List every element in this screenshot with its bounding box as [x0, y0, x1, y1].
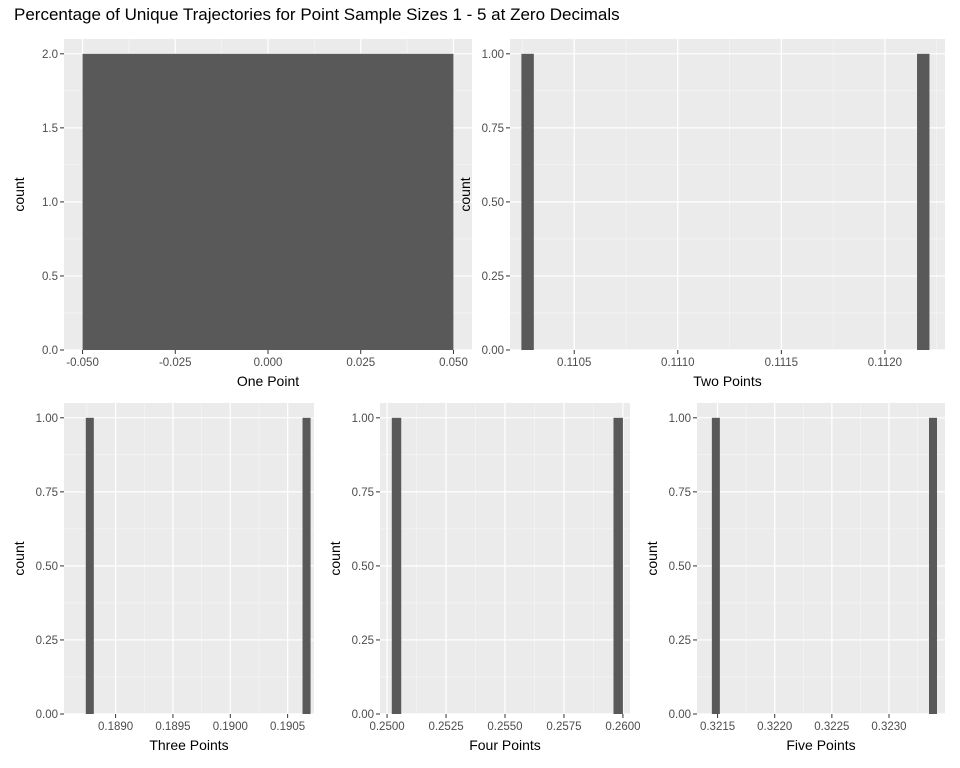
y-tick-label: 0.00: [482, 345, 504, 357]
y-tick-label: 0.50: [482, 197, 504, 209]
bar: [711, 417, 720, 714]
y-tick-label: 0.25: [482, 271, 504, 283]
x-tick-label: 0.1120: [868, 357, 902, 369]
y-tick-label: 0.50: [669, 561, 691, 573]
bar: [613, 417, 623, 714]
bar: [917, 53, 930, 351]
x-tick-label: 0.2500: [369, 721, 404, 733]
y-tick-label: 0.75: [352, 487, 374, 499]
y-tick-label: 1.00: [352, 413, 374, 425]
y-tick-label: 0.50: [36, 561, 58, 573]
x-tick-label: 0.2575: [546, 721, 581, 733]
y-tick-label: 0.75: [669, 487, 691, 499]
bar: [929, 417, 937, 714]
y-axis-title: count: [457, 177, 473, 211]
y-tick-label: 0.50: [352, 561, 374, 573]
y-axis-title: count: [11, 177, 27, 211]
chart-title: Percentage of Unique Trajectories for Po…: [14, 5, 620, 24]
x-tick-label: -0.050: [66, 357, 99, 369]
panel-2: 0.1105 0.1110 0.1115 0.1120 0.00 0.25 0.50 0.75…: [457, 39, 945, 389]
panel-background: [510, 39, 945, 350]
y-tick-label: 1.00: [669, 413, 691, 425]
x-axis-title: One Point: [237, 373, 299, 389]
y-axis-title: count: [11, 541, 27, 575]
x-tick-label: 0.000: [254, 357, 283, 369]
x-tick-label: 0.3215: [700, 721, 735, 733]
panel-1: -0.050 -0.025 0.000 0.025 0.050 0.0 0.5 1.0 1.5 2…: [11, 39, 472, 389]
panel-background: [697, 403, 945, 714]
y-tick-label: 1.0: [42, 197, 58, 209]
panel-4: 0.2500 0.2525 0.2550 0.2575 0.2600 0.00 0.25 0.…: [327, 403, 641, 753]
x-tick-label: 0.1900: [213, 721, 248, 733]
x-axis-title: Three Points: [149, 737, 228, 753]
y-tick-label: 0.25: [669, 635, 691, 647]
bar: [85, 417, 94, 714]
bar: [521, 53, 534, 351]
y-tick-label: 0.25: [352, 635, 374, 647]
x-tick-label: 0.1110: [661, 357, 694, 369]
x-tick-label: -0.025: [159, 357, 192, 369]
x-tick-label: 0.1105: [557, 357, 591, 369]
y-tick-label: 1.00: [482, 49, 504, 61]
x-tick-label: 0.1895: [155, 721, 190, 733]
x-tick-label: 0.050: [439, 357, 468, 369]
x-tick-label: 0.3220: [757, 721, 792, 733]
y-axis-title: count: [327, 541, 343, 575]
y-tick-label: 0.00: [36, 709, 58, 721]
panel-background: [64, 403, 314, 714]
x-tick-label: 0.025: [346, 357, 375, 369]
x-tick-label: 0.3225: [814, 721, 849, 733]
y-tick-label: 0.0: [42, 345, 58, 357]
x-tick-label: 0.1115: [765, 357, 798, 369]
y-tick-label: 2.0: [42, 49, 58, 61]
x-axis-title: Two Points: [693, 373, 761, 389]
y-tick-label: 0.5: [42, 271, 58, 283]
y-tick-label: 0.00: [669, 709, 691, 721]
y-tick-label: 0.75: [36, 487, 58, 499]
y-axis-title: count: [644, 541, 660, 575]
y-tick-label: 1.5: [42, 123, 58, 135]
x-tick-label: 0.1890: [98, 721, 133, 733]
bar: [82, 53, 454, 351]
bar: [302, 417, 311, 714]
panel-3: 0.1890 0.1895 0.1900 0.1905 0.00 0.25 0.50 0.75…: [11, 403, 314, 753]
y-tick-label: 1.00: [36, 413, 58, 425]
y-tick-label: 0.25: [36, 635, 58, 647]
y-tick-label: 0.00: [352, 709, 374, 721]
x-tick-label: 0.1905: [270, 721, 305, 733]
x-tick-label: 0.2525: [428, 721, 463, 733]
x-tick-label: 0.3230: [871, 721, 906, 733]
x-tick-label: 0.2550: [487, 721, 522, 733]
y-tick-label: 0.75: [482, 123, 504, 135]
panel-5: 0.3215 0.3220 0.3225 0.3230 0.00 0.25 0.50 0.75…: [644, 403, 945, 753]
x-axis-title: Five Points: [786, 737, 855, 753]
x-axis-title: Four Points: [469, 737, 541, 753]
x-tick-label: 0.2600: [605, 721, 640, 733]
bar: [391, 417, 402, 714]
